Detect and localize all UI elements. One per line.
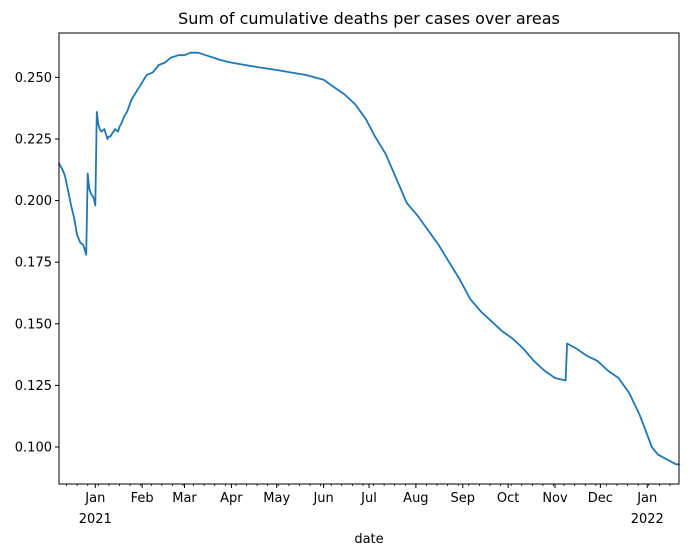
y-tick-label: 0.150 <box>15 317 52 332</box>
plot-frame <box>58 32 680 485</box>
plot-area <box>58 51 680 466</box>
y-tick-label: 0.125 <box>15 379 52 394</box>
x-tick-label: Feb <box>131 491 154 506</box>
x-tick-label: Aug <box>403 491 428 506</box>
x-tick-label: Apr <box>220 491 243 506</box>
x-tick-year-label: 2022 <box>631 512 664 527</box>
x-tick-label: Jan <box>84 491 105 506</box>
x-axis-label: date <box>354 532 383 547</box>
x-tick-label: Sep <box>450 491 475 506</box>
x-tick-year-label: 2021 <box>79 512 112 527</box>
y-tick-label: 0.175 <box>15 256 52 271</box>
x-tick-label: Jul <box>360 491 377 506</box>
x-tick-label: Oct <box>497 491 519 506</box>
y-tick-label: 0.100 <box>15 441 52 456</box>
x-tick-label: Jun <box>312 491 333 506</box>
y-tick-label: 0.200 <box>15 194 52 209</box>
x-axis: Jan 2021 Feb Mar Apr May Jun Jul Aug Sep Oct Nov Dec… <box>66 484 671 527</box>
x-tick-label: Jan <box>636 491 657 506</box>
y-tick-label: 0.225 <box>15 132 52 147</box>
y-tick-label: 0.250 <box>15 71 52 86</box>
x-tick-label: Mar <box>172 491 197 506</box>
chart-title: Sum of cumulative deaths per cases over … <box>178 9 560 28</box>
x-tick-label: Dec <box>588 491 613 506</box>
x-tick-label: Nov <box>542 491 568 506</box>
x-tick-label: May <box>263 491 290 506</box>
series-line-0 <box>58 51 680 466</box>
y-axis: 0.100 0.125 0.150 0.175 0.200 0.225 0.250 <box>15 71 59 456</box>
